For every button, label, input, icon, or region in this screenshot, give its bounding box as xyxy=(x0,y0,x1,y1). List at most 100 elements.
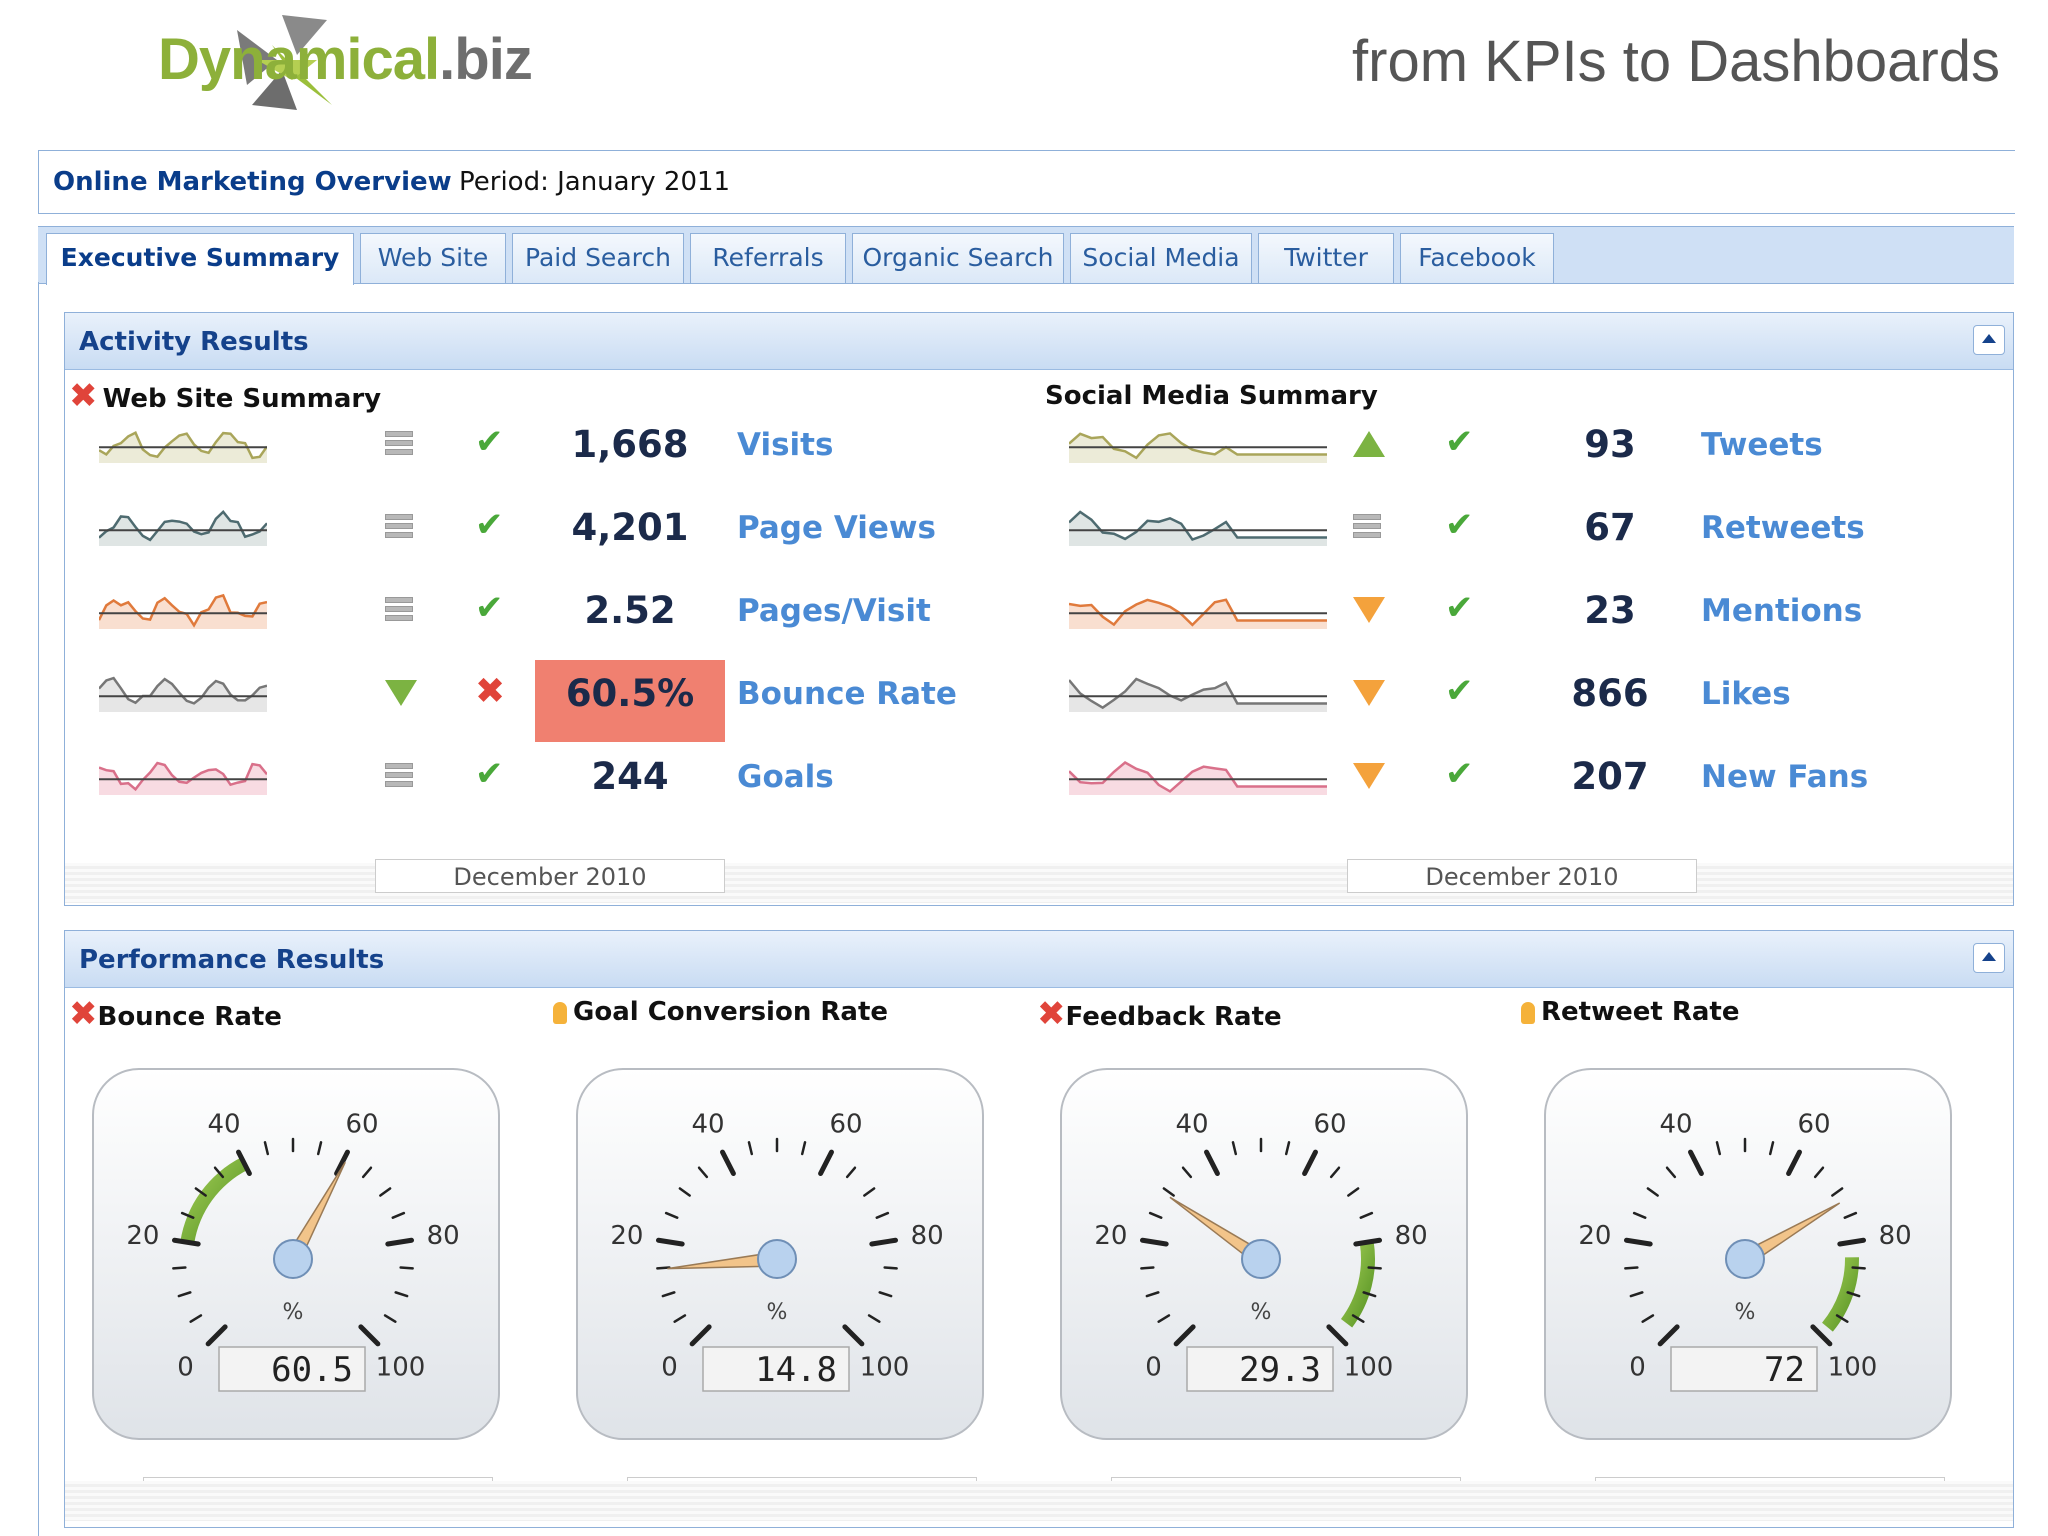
tab-paid-search[interactable]: Paid Search xyxy=(512,233,684,283)
gauge-tick xyxy=(194,1187,207,1197)
trend-down-icon xyxy=(385,680,417,706)
gauge-tick xyxy=(1162,1187,1175,1197)
tab-web-site[interactable]: Web Site xyxy=(360,233,506,283)
frame-line xyxy=(38,282,39,1536)
gauge-tick xyxy=(1837,1237,1867,1247)
gauge-tick xyxy=(697,1166,709,1179)
no-change-icon xyxy=(385,431,413,455)
gauge-target-band xyxy=(1822,1257,1859,1332)
web-metric-link[interactable]: Goals xyxy=(737,759,834,795)
gauge-dial: 0 20 40 60 80 100% 14.8 xyxy=(576,1068,984,1440)
gauge-dial: 0 20 40 60 80 100% 72 xyxy=(1544,1068,1952,1440)
social-metric-link[interactable]: Retweets xyxy=(1701,510,1865,546)
gauge-unit: % xyxy=(1251,1300,1272,1325)
gauge-tick-label: 60 xyxy=(1797,1110,1830,1140)
gauge-tick-label: 0 xyxy=(661,1352,678,1382)
sparkline xyxy=(1069,760,1327,795)
gauge-tick xyxy=(1284,1141,1291,1156)
gauge-tick-label: 60 xyxy=(1313,1110,1346,1140)
logo-text-part2: .biz xyxy=(439,27,533,92)
gauge-tick xyxy=(747,1141,754,1156)
sparkline xyxy=(1069,598,1327,629)
gauge-readout-box xyxy=(218,1346,366,1392)
gauge-tick xyxy=(845,1166,857,1179)
gauge-tick xyxy=(358,1324,381,1347)
social-value: 207 xyxy=(1571,755,1649,798)
gauge-tick xyxy=(1810,1324,1833,1347)
sparkline xyxy=(1069,677,1327,712)
gauge-readout: 72 xyxy=(1764,1350,1805,1390)
gauge-tick-label: 40 xyxy=(1175,1110,1208,1140)
gauge-dial: 0 20 40 60 80 100% 60.5 xyxy=(92,1068,500,1440)
web-metric-link[interactable]: Page Views xyxy=(737,510,937,546)
gauge-tick-label: 0 xyxy=(1629,1352,1646,1382)
tab-bar: Executive Summary Web Site Paid Search R… xyxy=(38,226,2014,285)
social-value: 93 xyxy=(1584,423,1636,466)
check-icon: ✔ xyxy=(1445,754,1474,794)
activity-results-title: Activity Results xyxy=(79,327,309,357)
sparkline xyxy=(99,761,267,795)
gauge-title-text: Retweet Rate xyxy=(1541,997,1740,1027)
gauge-tick xyxy=(800,1141,807,1156)
web-metric-link[interactable]: Pages/Visit xyxy=(737,593,931,629)
gauge-tick xyxy=(361,1166,373,1179)
gauge-hub xyxy=(1241,1239,1281,1279)
gauge-tick xyxy=(1231,1141,1238,1156)
gauge-tick-label: 100 xyxy=(376,1352,426,1382)
collapse-activity-button[interactable] xyxy=(1973,325,2005,355)
gauge-tick xyxy=(236,1149,252,1176)
gauge-tick-label: 20 xyxy=(610,1221,643,1251)
social-metric-link[interactable]: New Fans xyxy=(1701,759,1869,795)
sparkline-line xyxy=(1069,510,1327,541)
check-icon: ✔ xyxy=(1445,505,1474,545)
gauge-tick xyxy=(1173,1324,1196,1347)
sparkline-area xyxy=(1069,599,1327,629)
gauge-tick-label: 80 xyxy=(1879,1221,1912,1251)
social-metric-link[interactable]: Mentions xyxy=(1701,593,1863,629)
gauge-unit: % xyxy=(283,1300,304,1325)
gauge-tick xyxy=(1843,1211,1858,1219)
gauge-tick xyxy=(399,1266,414,1270)
gauge-unit: % xyxy=(767,1300,788,1325)
tab-organic-search[interactable]: Organic Search xyxy=(852,233,1064,283)
collapse-performance-button[interactable] xyxy=(1973,943,2005,973)
gauge-tick xyxy=(385,1237,415,1247)
warning-bulb-icon xyxy=(1521,1001,1535,1024)
trend-down-icon xyxy=(1353,680,1385,706)
tab-facebook[interactable]: Facebook xyxy=(1400,233,1554,283)
gauge-readout-box xyxy=(702,1346,850,1392)
gauge-tick-label: 60 xyxy=(345,1110,378,1140)
gauge-tick xyxy=(1835,1314,1849,1323)
sparkline xyxy=(1069,510,1327,546)
gauge-unit: % xyxy=(1735,1300,1756,1325)
sparkline-line xyxy=(99,430,267,460)
gauge-title-text: Bounce Rate xyxy=(97,1002,282,1032)
web-value: 60.5% xyxy=(565,672,695,715)
gauge-tick xyxy=(1646,1187,1659,1197)
activity-results-panel: Activity Results ✖ Web Site Summary Soci… xyxy=(64,312,2014,906)
gauge-tick xyxy=(383,1314,397,1323)
gauge-tick xyxy=(656,1266,671,1270)
gauge-tick xyxy=(1715,1141,1722,1156)
tab-referrals[interactable]: Referrals xyxy=(690,233,846,283)
sparkline-area xyxy=(99,763,267,795)
gauge-tick xyxy=(391,1211,406,1219)
gauge-hub xyxy=(273,1239,313,1279)
gauge-tick-label: 40 xyxy=(691,1110,724,1140)
gauge-tick xyxy=(1145,1291,1160,1298)
social-metric-link[interactable]: Tweets xyxy=(1701,427,1823,463)
web-value: 1,668 xyxy=(571,423,689,466)
sparkline xyxy=(99,509,267,546)
tab-executive-summary[interactable]: Executive Summary xyxy=(46,233,354,285)
web-metric-link[interactable]: Visits xyxy=(737,427,834,463)
web-metric-link[interactable]: Bounce Rate xyxy=(737,676,957,712)
tab-twitter[interactable]: Twitter xyxy=(1258,233,1394,283)
gauge-tick xyxy=(1140,1266,1155,1270)
gauge-tick xyxy=(1359,1211,1374,1219)
social-media-summary-heading: Social Media Summary xyxy=(1045,381,1378,411)
sparkline-line xyxy=(1069,760,1327,793)
tab-social-media[interactable]: Social Media xyxy=(1070,233,1252,283)
gauge-tick-label: 80 xyxy=(427,1221,460,1251)
social-metric-link[interactable]: Likes xyxy=(1701,676,1791,712)
no-change-icon xyxy=(385,514,413,538)
